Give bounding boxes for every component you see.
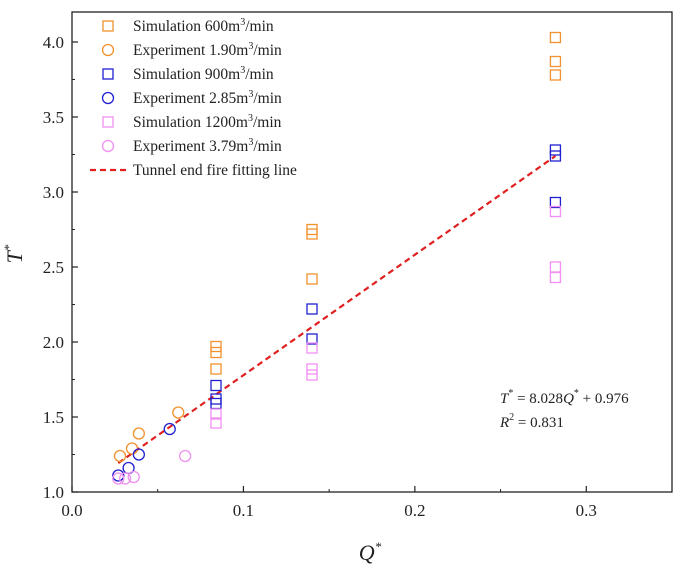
series-2-points xyxy=(113,406,185,463)
data-point xyxy=(549,55,562,68)
data-point xyxy=(549,196,562,209)
legend-item: Simulation 1200m3/min xyxy=(102,113,282,131)
data-point xyxy=(112,469,125,482)
legend-marker xyxy=(101,139,115,153)
r-squared-value: R2 = 0.831 xyxy=(499,412,564,431)
legend-label: Simulation 1200m3/min xyxy=(133,113,282,131)
legend-item: Experiment 2.85m3/min xyxy=(101,89,282,107)
series-5-points xyxy=(210,205,562,429)
legend: Simulation 600m3/min Experiment 1.90m3/mi… xyxy=(90,17,297,179)
x-tick-label: 0.3 xyxy=(576,501,597,520)
legend-label: Tunnel end fire fitting line xyxy=(133,162,297,179)
data-point xyxy=(132,427,146,440)
legend-item: Simulation 900m3/min xyxy=(102,65,274,83)
x-axis: 0.0 0.1 0.2 0.3 xyxy=(61,486,597,520)
data-point xyxy=(112,472,125,485)
data-point xyxy=(306,363,318,375)
data-point xyxy=(210,379,222,392)
legend-marker xyxy=(102,68,114,80)
data-point xyxy=(549,69,562,81)
y-tick-label: 1.0 xyxy=(43,483,64,502)
data-point xyxy=(113,449,127,463)
legend-label: Simulation 600m3/min xyxy=(133,17,274,35)
y-axis-label: T* xyxy=(1,244,27,263)
data-point xyxy=(118,472,132,485)
data-point xyxy=(306,303,318,315)
legend-label: Experiment 2.85m3/min xyxy=(133,89,282,107)
y-tick-label: 2.5 xyxy=(43,258,64,277)
y-tick-label: 3.5 xyxy=(43,108,64,127)
legend-marker xyxy=(101,91,115,105)
x-axis-label: Q* xyxy=(359,539,382,565)
legend-item: Experiment 1.90m3/min xyxy=(101,41,282,59)
data-point xyxy=(549,150,562,162)
y-tick-label: 2.0 xyxy=(43,333,64,352)
plot-border xyxy=(71,11,673,493)
data-point xyxy=(210,417,222,429)
data-point xyxy=(549,144,562,156)
legend-item: Experiment 3.79m3/min xyxy=(101,137,282,155)
data-point xyxy=(549,31,562,44)
data-point xyxy=(127,470,140,484)
data-point xyxy=(210,363,222,375)
legend-marker xyxy=(101,43,115,57)
legend-label: Simulation 900m3/min xyxy=(133,65,274,83)
data-point xyxy=(306,369,318,381)
data-point xyxy=(306,333,318,345)
data-point xyxy=(210,340,222,353)
y-tick-label: 3.0 xyxy=(43,183,64,202)
legend-item: Simulation 600m3/min xyxy=(102,17,274,35)
y-axis: 1.0 1.5 2.0 2.5 3.0 3.5 4.0 xyxy=(43,33,78,502)
plot-frame xyxy=(71,11,673,493)
legend-item-fit: Tunnel end fire fitting line xyxy=(90,162,297,179)
data-point xyxy=(549,261,562,273)
series-1-points xyxy=(210,31,562,375)
x-tick-label: 0.0 xyxy=(61,501,82,520)
data-point xyxy=(172,406,185,419)
data-point xyxy=(306,228,318,240)
data-point xyxy=(306,273,318,285)
legend-marker xyxy=(102,20,114,32)
series-3-points xyxy=(210,144,562,410)
y-tick-label: 1.5 xyxy=(43,408,64,427)
series-6-points xyxy=(112,449,192,485)
data-point xyxy=(306,342,318,354)
data-points-layer xyxy=(112,31,562,485)
data-point xyxy=(210,408,222,420)
data-point xyxy=(132,448,146,461)
legend-label: Experiment 3.79m3/min xyxy=(133,137,282,155)
fit-line xyxy=(117,155,557,464)
data-point xyxy=(178,449,192,463)
y-tick-label: 4.0 xyxy=(43,33,64,52)
data-point xyxy=(163,422,176,436)
data-point xyxy=(549,271,562,284)
x-tick-label: 0.1 xyxy=(233,501,254,520)
fit-line-layer xyxy=(117,155,557,464)
x-tick-label: 0.2 xyxy=(404,501,425,520)
legend-label: Experiment 1.90m3/min xyxy=(133,41,282,59)
data-point xyxy=(210,346,222,359)
data-point xyxy=(125,442,139,455)
fit-equation: T* = 8.028Q* + 0.976 xyxy=(500,388,629,407)
legend-marker xyxy=(102,116,114,128)
data-point xyxy=(549,205,562,218)
